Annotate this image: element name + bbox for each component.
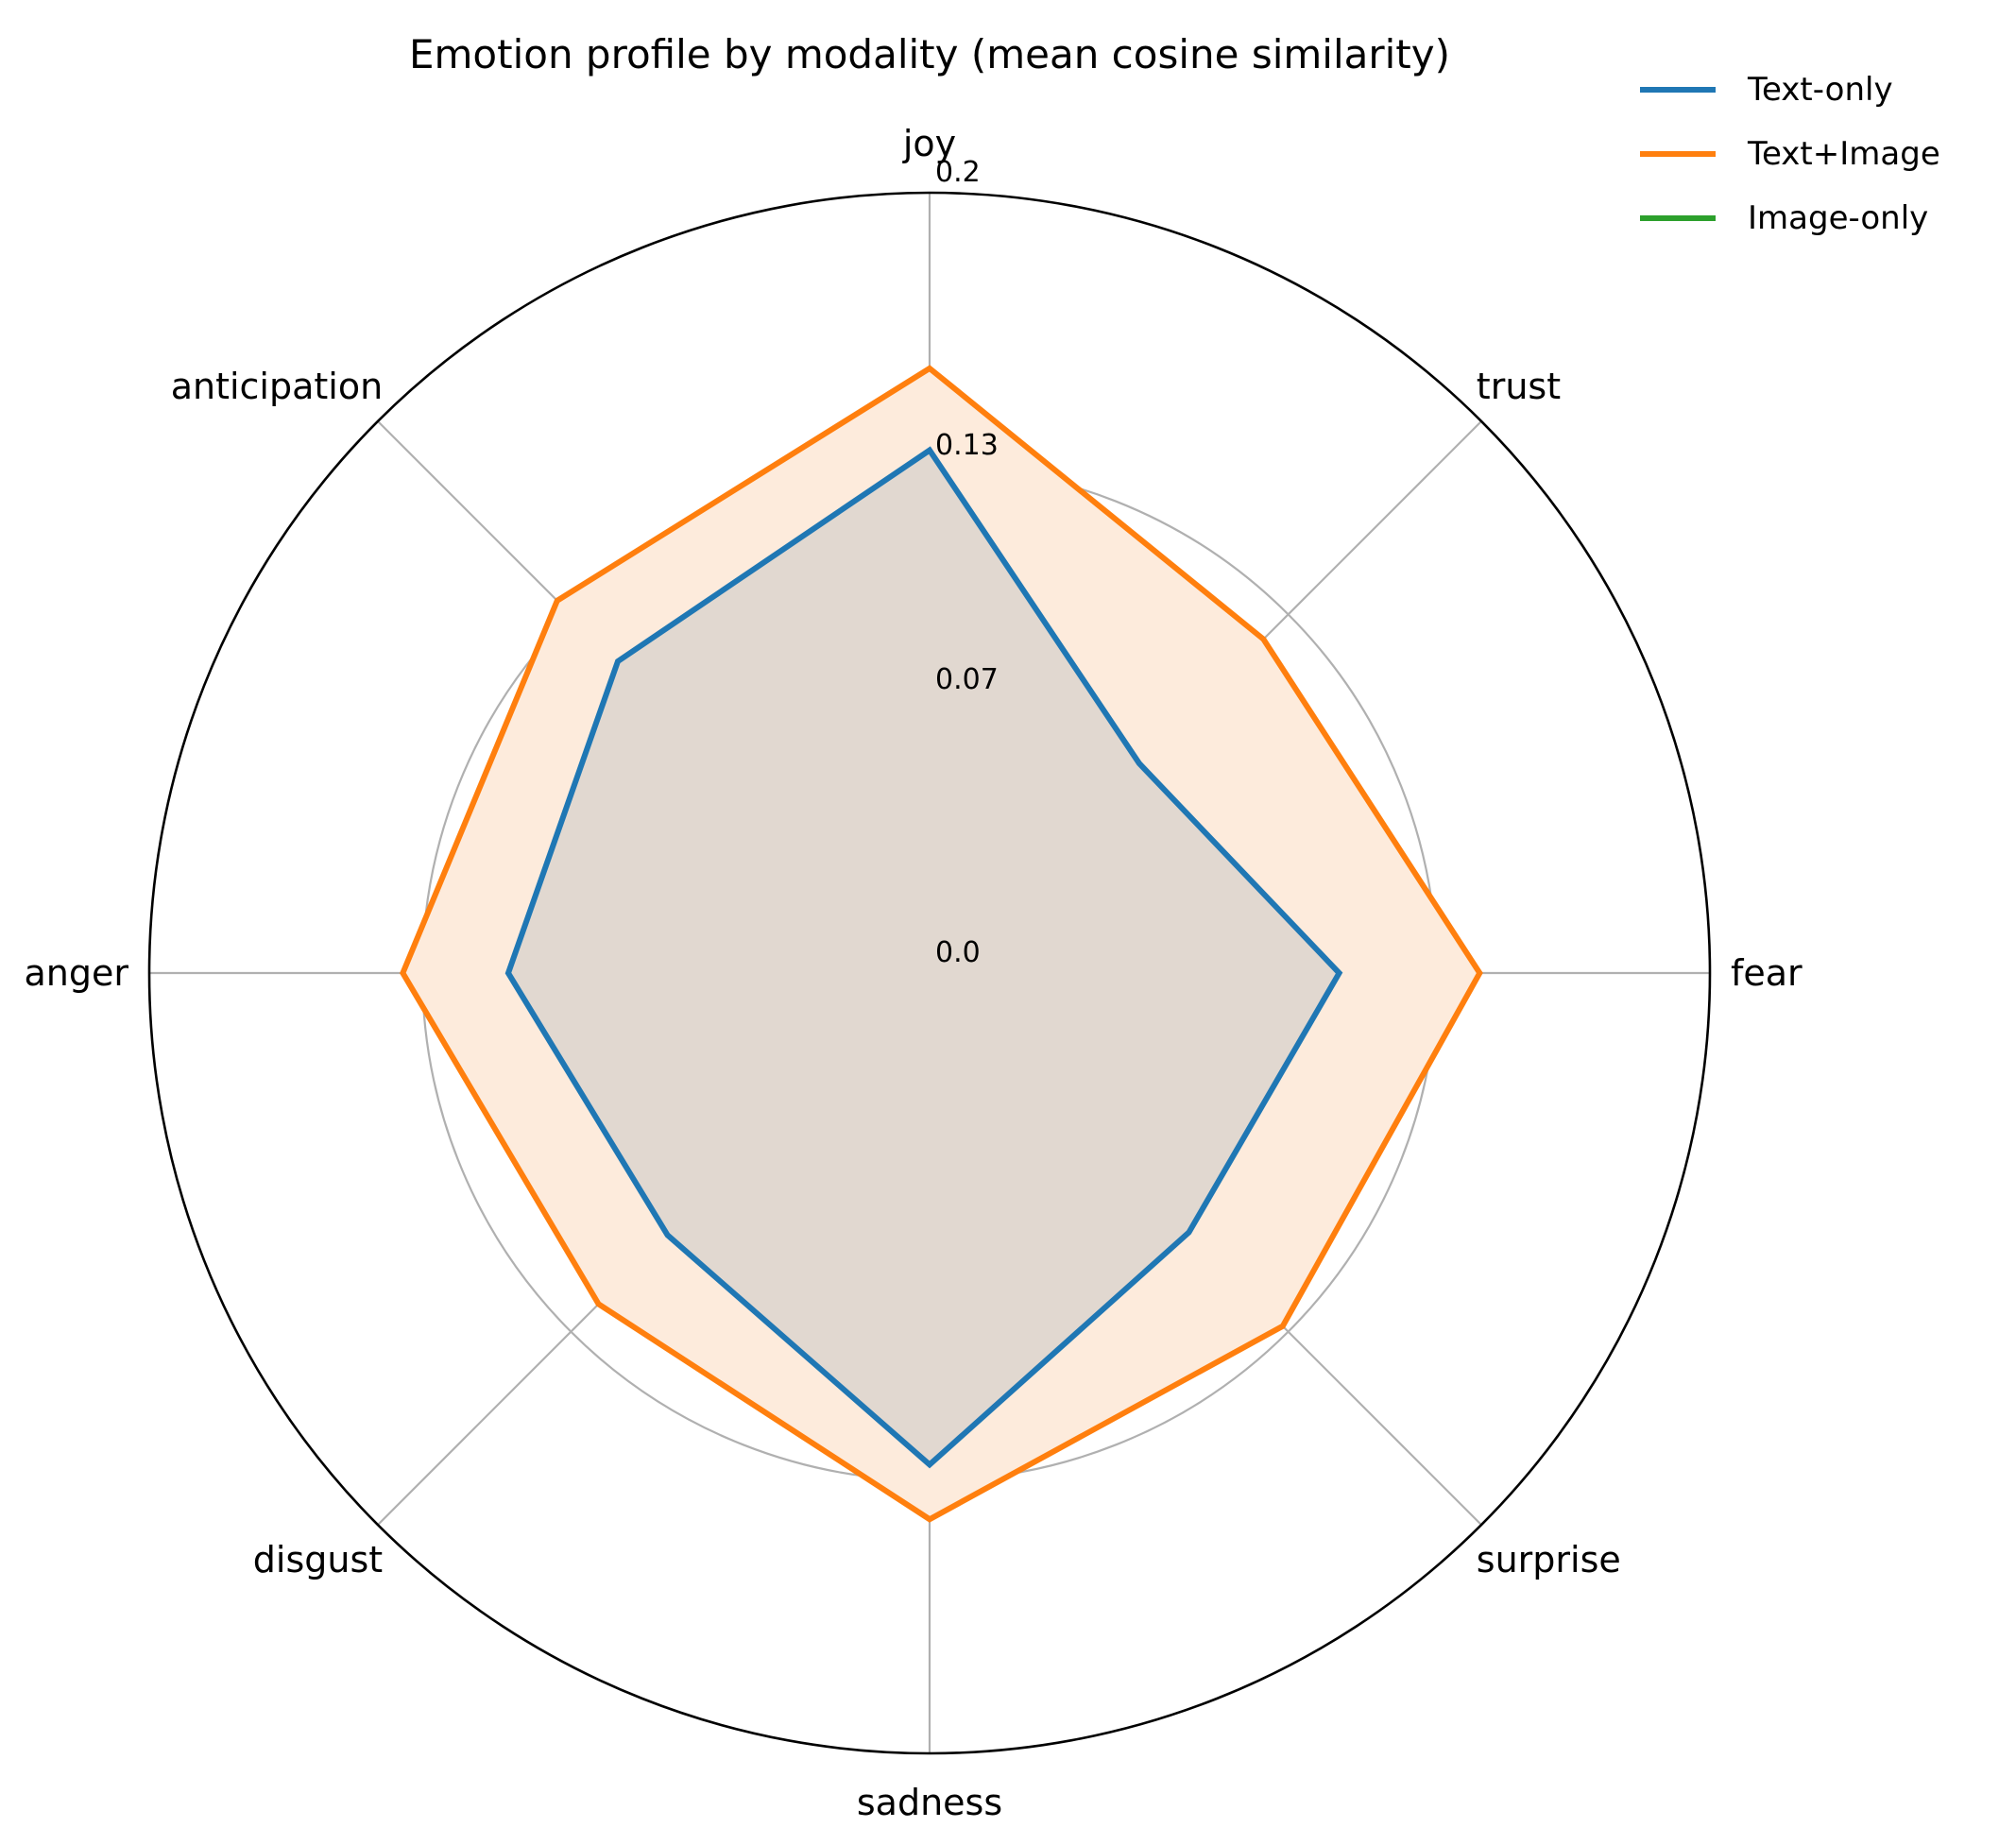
radial-tick-label: 0.07 (935, 663, 999, 696)
category-label-surprise: surprise (1477, 1539, 1621, 1580)
series-line-1 (400, 365, 1483, 1523)
category-label-joy: joy (902, 123, 956, 164)
fill-layer (402, 367, 1480, 1520)
category-label-fear: fear (1731, 952, 1802, 994)
chart-title: Emotion profile by modality (mean cosine… (409, 31, 1450, 77)
category-label-anger: anger (25, 952, 129, 994)
legend: Text-only Text+Image Image-only (1640, 71, 1940, 237)
category-label-sadness: sadness (857, 1782, 1002, 1823)
legend-label-2: Image-only (1748, 199, 1928, 237)
legend-label-1: Text+Image (1747, 135, 1940, 173)
radial-tick-label: 0.0 (935, 936, 981, 969)
overlap-fill (508, 450, 1340, 1465)
category-label-trust: trust (1477, 366, 1561, 407)
radial-tick-label: 0.2 (935, 156, 981, 189)
category-label-disgust: disgust (253, 1539, 383, 1580)
line-layer (400, 365, 1483, 1523)
category-label-anticipation: anticipation (171, 366, 383, 407)
polar-frame (147, 191, 1712, 1755)
radial-tick-label: 0.13 (935, 429, 999, 462)
legend-label-0: Text-only (1747, 71, 1893, 109)
series-line-0 (504, 446, 1343, 1469)
